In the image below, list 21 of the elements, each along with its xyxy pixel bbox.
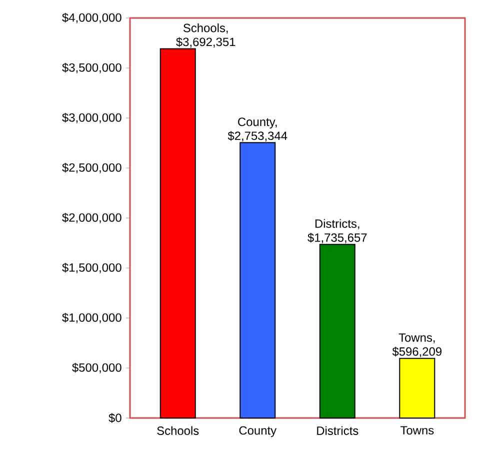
- y-tick-label: $0: [108, 413, 122, 423]
- x-tick-label: County: [239, 426, 277, 438]
- data-label: Schools, $3,692,351: [176, 23, 236, 48]
- bar: [240, 142, 276, 418]
- y-tick-label: $2,500,000: [62, 162, 122, 174]
- y-tick-label: $3,500,000: [62, 62, 122, 74]
- data-label: Towns, $596,209: [392, 333, 442, 358]
- x-tick-label: Schools: [157, 426, 199, 435]
- bar: [319, 244, 356, 418]
- x-tick-label: Districts: [317, 426, 358, 435]
- x-tick-label: Towns: [400, 426, 434, 435]
- y-tick-label: $2,000,000: [62, 212, 122, 224]
- data-label: Districts, $1,735,657: [308, 219, 367, 244]
- y-tick-label: $3,000,000: [62, 112, 122, 124]
- y-tick-label: $1,500,000: [62, 262, 122, 274]
- bar: [399, 358, 436, 418]
- data-label: County, $2,753,344: [228, 118, 288, 142]
- bar: [160, 48, 196, 418]
- y-tick-label: $500,000: [72, 362, 122, 374]
- y-tick-label: $1,000,000: [62, 312, 122, 324]
- y-tick-label: $4,000,000: [62, 12, 122, 24]
